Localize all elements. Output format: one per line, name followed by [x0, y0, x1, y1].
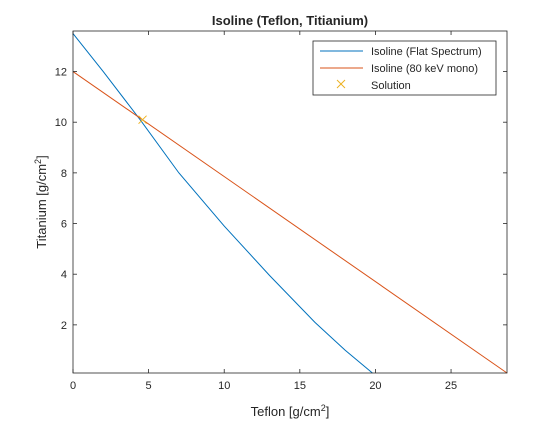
y-tick-label: 2: [61, 320, 67, 332]
chart-title: Isoline (Teflon, Titianium): [212, 13, 368, 28]
y-tick-label: 12: [55, 67, 67, 79]
solution-marker: [138, 115, 147, 125]
legend-label-flat-spectrum: Isoline (Flat Spectrum): [371, 46, 482, 58]
x-axis-label: Teflon [g/cm2]: [251, 403, 330, 419]
legend-marker-solution: [336, 79, 346, 89]
x-tick-label: 5: [146, 380, 152, 392]
axes: 0 5 10 15 20 25 2 4 6 8 10 12: [55, 30, 508, 392]
x-tick-label: 20: [369, 380, 381, 392]
legend: Isoline (Flat Spectrum) Isoline (80 keV …: [312, 40, 497, 96]
series-line-flat-spectrum: [72, 33, 373, 374]
y-tick-label: 10: [55, 117, 67, 129]
y-tick-label: 8: [61, 168, 67, 180]
y-tick-label: 6: [61, 219, 67, 231]
x-tick-label: 10: [218, 380, 230, 392]
x-tick-label: 15: [294, 380, 306, 392]
y-tick-label: 4: [61, 269, 67, 281]
x-tick-label: 0: [70, 380, 76, 392]
legend-label-80kev-mono: Isoline (80 keV mono): [371, 63, 478, 75]
y-axis-label: Titanium [g/cm2]: [33, 155, 49, 248]
x-tick-label: 25: [445, 380, 457, 392]
legend-label-solution: Solution: [371, 80, 411, 92]
data-layer: [72, 33, 508, 374]
axes-box: [72, 30, 508, 374]
